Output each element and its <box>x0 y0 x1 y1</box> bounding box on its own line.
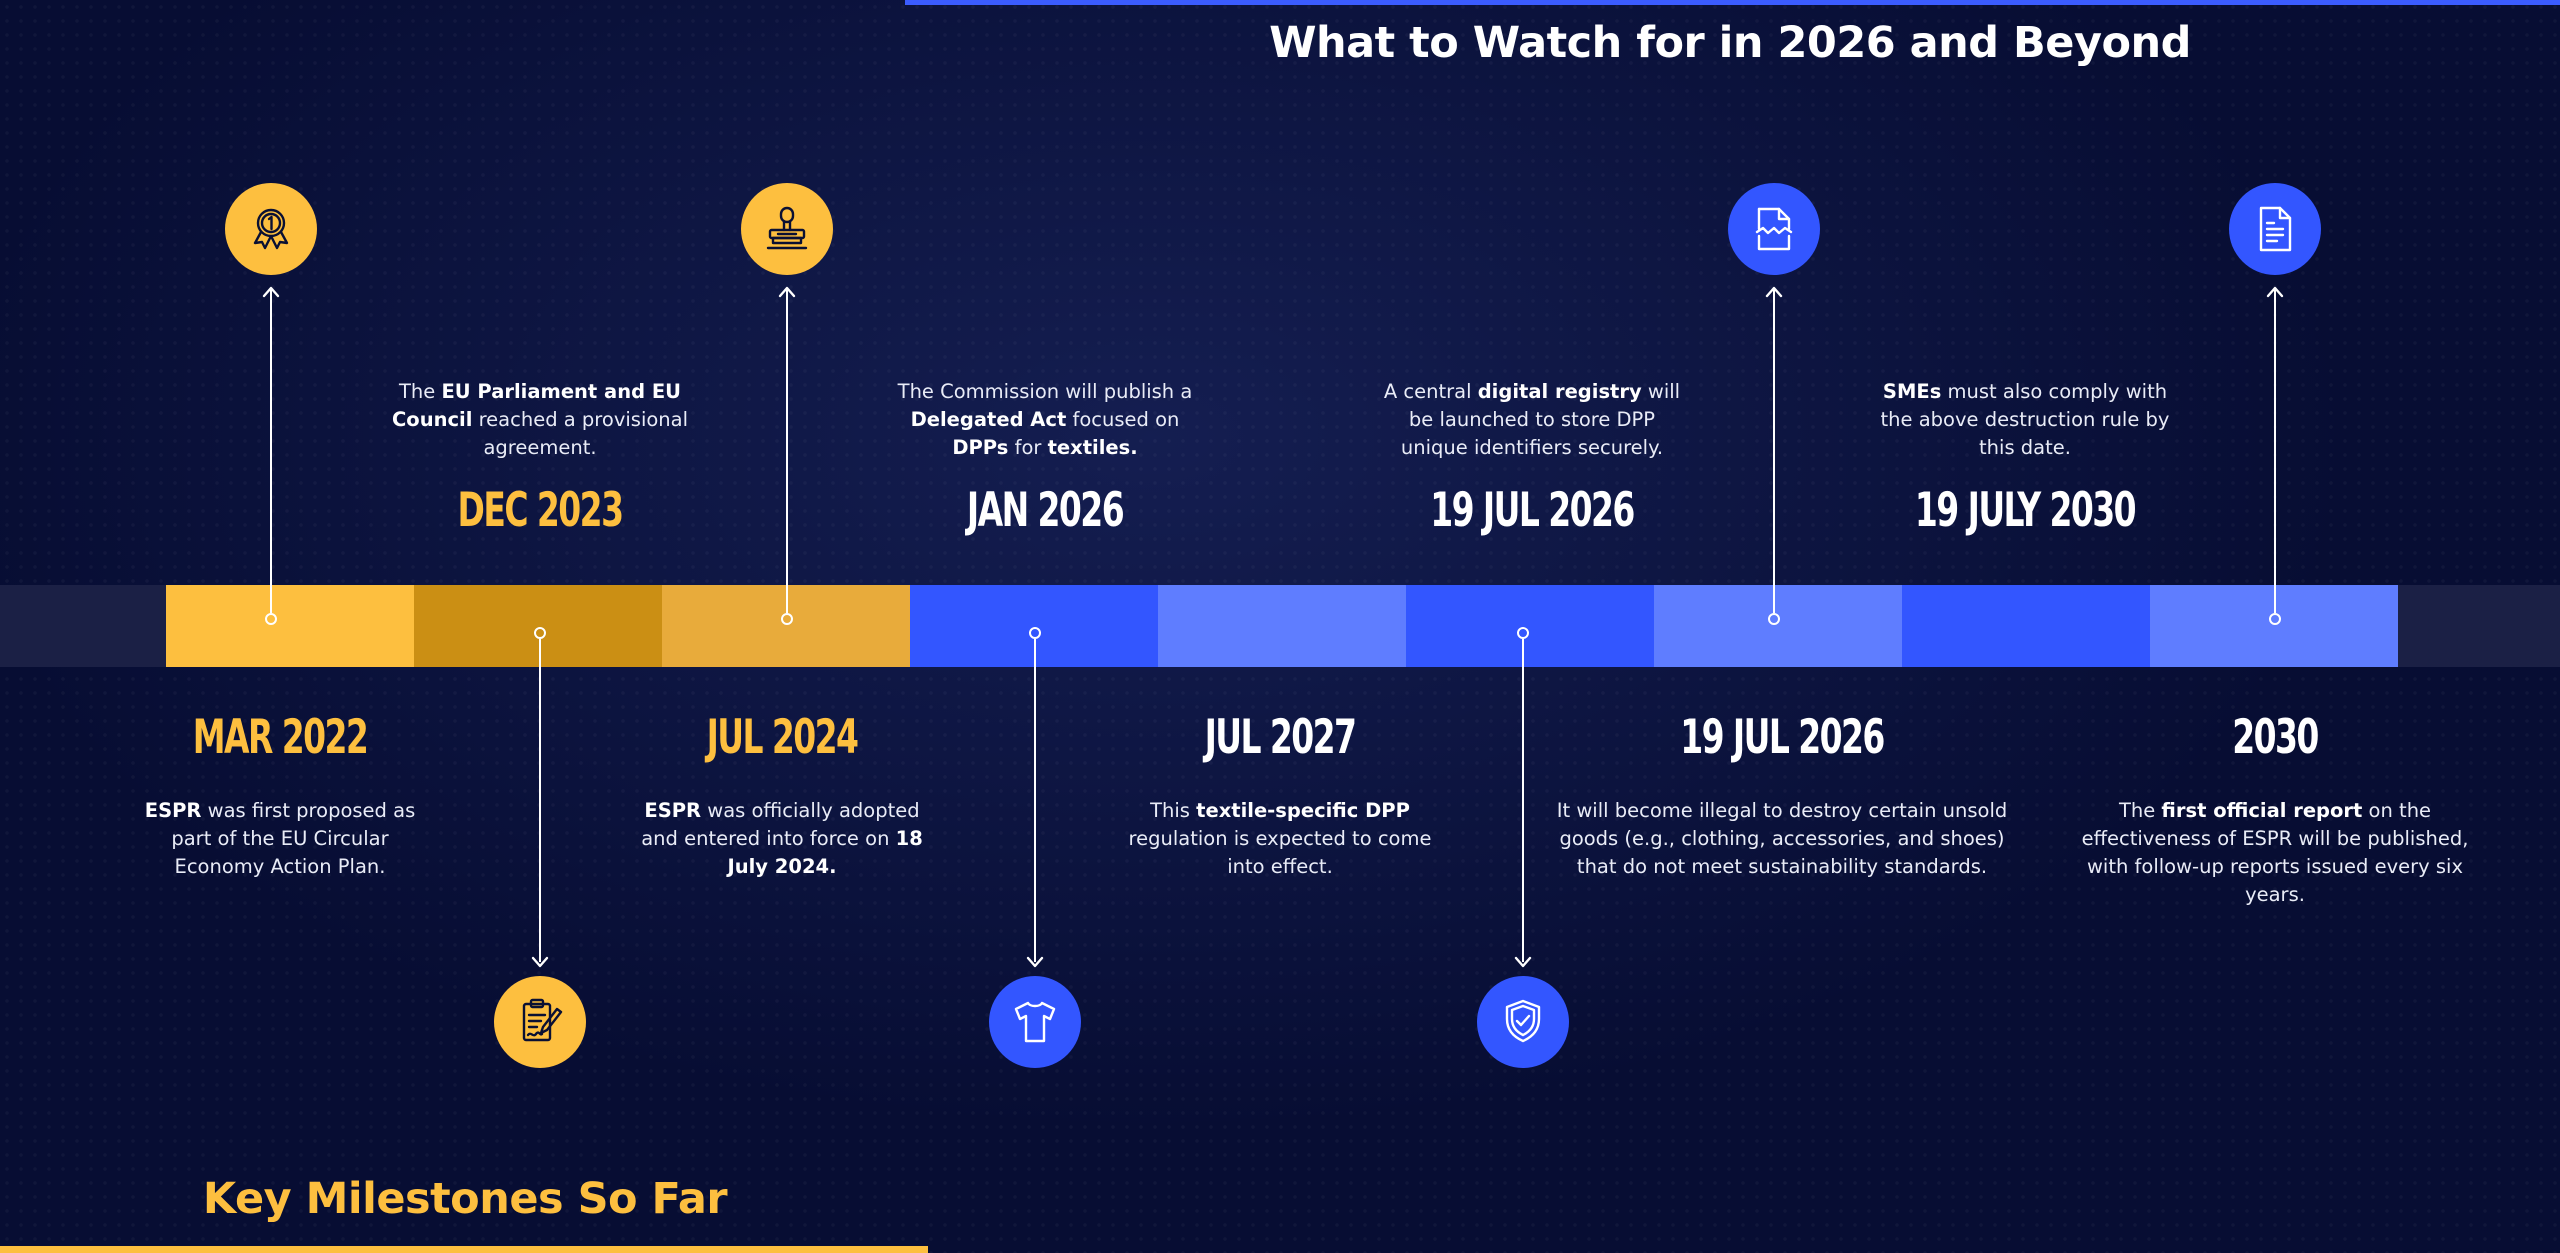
description-emphasis: digital registry <box>1477 380 1642 403</box>
arrow-up-icon <box>777 284 797 304</box>
description-text: The <box>2118 799 2162 822</box>
milestone-date: MAR 2022 <box>192 710 369 765</box>
description-emphasis: textiles. <box>1047 436 1138 459</box>
connector-line <box>1522 639 1524 962</box>
milestone-date: 19 JUL 2026 <box>1430 483 1635 538</box>
milestone-date: DEC 2023 <box>457 483 624 538</box>
arrow-down-icon <box>1513 950 1533 970</box>
t-shirt-icon <box>989 976 1081 1068</box>
milestone-description: The Commission will publish a Delegated … <box>890 378 1200 462</box>
connector-line <box>2274 290 2276 613</box>
description-text: regulation is expected to come into effe… <box>1128 827 1432 878</box>
milestone-date: JAN 2026 <box>966 483 1125 538</box>
footer-accent-line <box>0 1246 928 1253</box>
description-text: focused on <box>1066 408 1180 431</box>
header-accent-line <box>905 0 2560 5</box>
description-text: for <box>1008 436 1048 459</box>
award-medal-icon <box>225 183 317 275</box>
timeline-node <box>265 613 277 625</box>
milestone-date: 19 JUL 2026 <box>1680 710 1885 765</box>
timeline-node <box>534 627 546 639</box>
milestone-description: A central digital registry will be launc… <box>1377 378 1687 462</box>
description-emphasis: ESPR <box>144 799 202 822</box>
connector-line <box>786 290 788 613</box>
stamp-icon <box>741 183 833 275</box>
milestone-description: ESPR was first proposed as part of the E… <box>125 797 435 881</box>
description-text: will be launched to store DPP unique ide… <box>1400 380 1681 459</box>
description-text: This <box>1150 799 1197 822</box>
milestone-description: ESPR was officially adopted and entered … <box>627 797 937 881</box>
milestone-date: JUL 2027 <box>1204 710 1357 765</box>
shield-check-icon <box>1477 976 1569 1068</box>
timeline-node <box>1517 627 1529 639</box>
description-emphasis: textile-specific DPP <box>1196 799 1410 822</box>
timeline-node <box>1029 627 1041 639</box>
timeline-segment <box>166 585 414 667</box>
arrow-up-icon <box>2265 284 2285 304</box>
torn-document-icon <box>1728 183 1820 275</box>
description-emphasis: EU Parliament and EU Council <box>391 380 681 431</box>
description-text: must also comply with the above destruct… <box>1880 380 2170 459</box>
description-text: A central <box>1383 380 1478 403</box>
arrow-up-icon <box>261 284 281 304</box>
description-text: It will become illegal to destroy certai… <box>1556 799 2008 878</box>
milestone-date: JUL 2024 <box>706 710 859 765</box>
milestone-date: 19 JULY 2030 <box>1914 483 2137 538</box>
arrow-down-icon <box>530 950 550 970</box>
description-text: was officially adopted and entered into … <box>641 799 920 850</box>
timeline-segment <box>1902 585 2150 667</box>
connector-line <box>270 290 272 613</box>
description-text: reached a provisional agreement. <box>472 408 689 459</box>
connector-line <box>539 639 541 962</box>
description-text: on the effectiveness of ESPR will be pub… <box>2081 799 2469 906</box>
signed-document-icon <box>494 976 586 1068</box>
milestone-description: The EU Parliament and EU Council reached… <box>385 378 695 462</box>
milestone-description: It will become illegal to destroy certai… <box>1542 797 2022 881</box>
milestone-description: The first official report on the effecti… <box>2065 797 2485 909</box>
description-emphasis: ESPR <box>644 799 702 822</box>
description-text: The <box>399 380 442 403</box>
timeline-segment <box>1406 585 1654 667</box>
timeline-segment <box>1654 585 1902 667</box>
description-text: The Commission will publish a <box>897 380 1193 403</box>
future-section-title: What to Watch for in 2026 and Beyond <box>1269 18 2191 68</box>
connector-line <box>1773 290 1775 613</box>
milestone-date: 2030 <box>2232 710 2319 765</box>
timeline-segment <box>414 585 662 667</box>
description-emphasis: SMEs <box>1882 380 1942 403</box>
description-emphasis: DPPs <box>952 436 1009 459</box>
connector-line <box>1034 639 1036 962</box>
arrow-up-icon <box>1764 284 1784 304</box>
arrow-down-icon <box>1025 950 1045 970</box>
description-emphasis: first official report <box>2161 799 2363 822</box>
milestones-section-title: Key Milestones So Far <box>202 1174 728 1224</box>
milestone-description: SMEs must also comply with the above des… <box>1870 378 2180 462</box>
timeline-segment <box>1158 585 1406 667</box>
timeline-node <box>781 613 793 625</box>
milestone-description: This textile-specific DPP regulation is … <box>1125 797 1435 881</box>
description-text: was first proposed as part of the EU Cir… <box>171 799 416 878</box>
timeline-node <box>1768 613 1780 625</box>
description-emphasis: Delegated Act <box>910 408 1067 431</box>
document-icon <box>2229 183 2321 275</box>
description-emphasis: 18 July 2024. <box>727 827 923 878</box>
timeline-node <box>2269 613 2281 625</box>
